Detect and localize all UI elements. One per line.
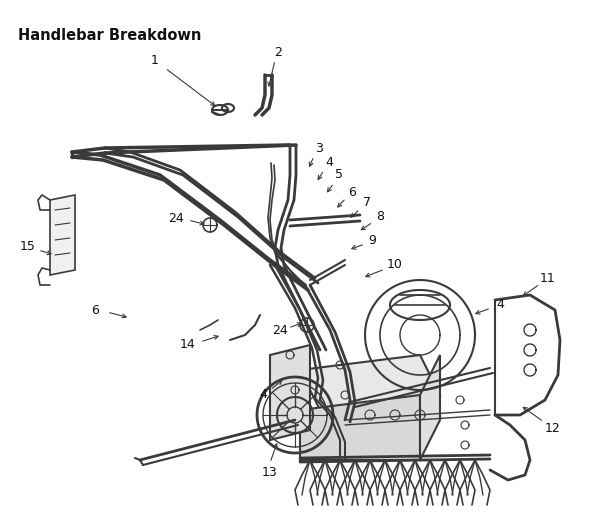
Text: 4: 4 — [325, 155, 333, 168]
Text: 5: 5 — [335, 168, 343, 181]
Text: 6: 6 — [348, 185, 356, 198]
Text: 7: 7 — [363, 196, 371, 209]
Polygon shape — [270, 345, 310, 440]
Text: 15: 15 — [20, 240, 36, 253]
Text: 13: 13 — [262, 466, 278, 479]
Text: 14: 14 — [180, 338, 196, 352]
Polygon shape — [300, 355, 440, 410]
Text: Handlebar Breakdown: Handlebar Breakdown — [18, 28, 202, 43]
Polygon shape — [420, 355, 440, 460]
Text: 24: 24 — [272, 324, 288, 337]
Text: 2: 2 — [274, 46, 282, 59]
Text: 9: 9 — [368, 234, 376, 247]
Polygon shape — [300, 395, 420, 460]
Text: 6: 6 — [91, 304, 99, 316]
Polygon shape — [50, 195, 75, 275]
Text: 4: 4 — [496, 298, 504, 311]
Text: 8: 8 — [376, 210, 384, 223]
Text: 11: 11 — [540, 271, 556, 284]
Text: 12: 12 — [545, 422, 561, 435]
Text: 1: 1 — [151, 53, 159, 66]
Text: 3: 3 — [315, 141, 323, 154]
Text: 10: 10 — [387, 258, 403, 271]
Text: 24: 24 — [168, 211, 184, 224]
Text: 4: 4 — [259, 388, 267, 401]
